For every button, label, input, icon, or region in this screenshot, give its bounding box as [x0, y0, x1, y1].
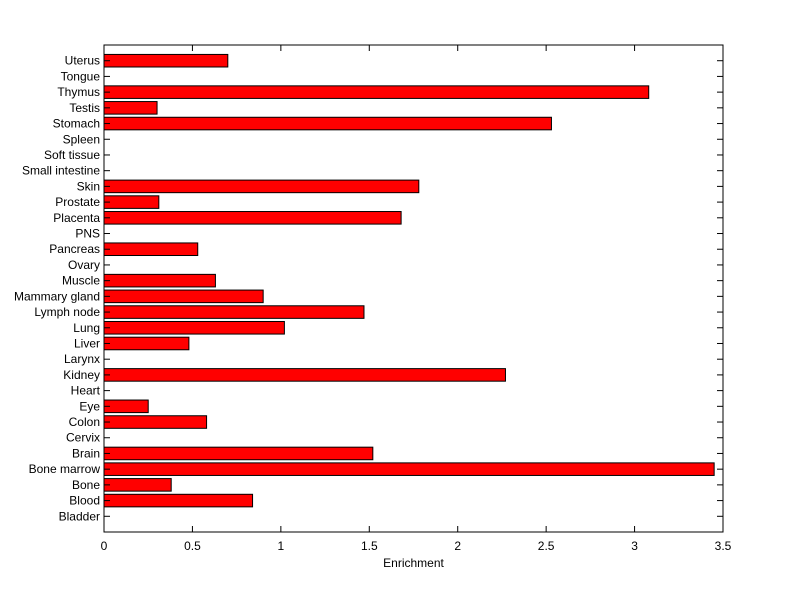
x-tick-label: 0	[101, 539, 108, 553]
bar-blood	[103, 493, 254, 508]
x-tick-label: 3	[631, 539, 638, 553]
x-tick-label: 2.5	[538, 539, 555, 553]
x-tick-label: 0.5	[184, 539, 201, 553]
bar-thymus	[103, 85, 650, 99]
y-tick-label: Larynx	[64, 352, 100, 366]
bar-uterus	[103, 53, 229, 68]
bar-lung	[103, 320, 285, 335]
y-tick-label: Bone	[72, 478, 100, 492]
x-axis-title: Enrichment	[383, 556, 444, 570]
y-tick-label: PNS	[75, 227, 100, 241]
y-tick-label: Lymph node	[34, 305, 100, 319]
bar-lymph-node	[103, 305, 365, 319]
bar-mammary-gland	[103, 289, 264, 304]
y-tick-label: Ovary	[68, 258, 100, 272]
bar-pancreas	[103, 242, 199, 257]
y-tick-label: Tongue	[61, 69, 101, 83]
y-tick-label: Stomach	[53, 117, 100, 131]
y-tick-label: Liver	[74, 336, 100, 350]
y-tick-label: Mammary gland	[14, 289, 100, 303]
y-tick-label: Muscle	[62, 274, 100, 288]
bar-placenta	[103, 211, 402, 225]
bar-stomach	[103, 116, 552, 131]
bar-liver	[103, 336, 190, 351]
x-tick-label: 2	[454, 539, 461, 553]
bar-muscle	[103, 273, 216, 288]
y-tick-label: Lung	[73, 321, 100, 335]
y-tick-label: Uterus	[65, 54, 100, 68]
bar-colon	[103, 415, 208, 429]
y-tick-label: Spleen	[63, 132, 100, 146]
x-tick-label: 1.5	[361, 539, 378, 553]
y-tick-label: Pancreas	[49, 242, 100, 256]
y-tick-label: Testis	[69, 101, 100, 115]
x-tick-label: 1	[278, 539, 285, 553]
y-tick-label: Skin	[77, 179, 100, 193]
bar-eye	[103, 399, 149, 414]
bar-skin	[103, 179, 420, 194]
y-tick-label: Thymus	[57, 85, 100, 99]
x-tick-label: 3.5	[715, 539, 732, 553]
bar-prostate	[103, 195, 160, 209]
bar-kidney	[103, 368, 506, 382]
bar-bone-marrow	[103, 462, 715, 476]
y-tick-label: Placenta	[53, 211, 100, 225]
y-tick-label: Small intestine	[22, 164, 100, 178]
y-tick-label: Colon	[69, 415, 100, 429]
bar-bone	[103, 478, 172, 492]
y-tick-label: Bladder	[59, 509, 100, 523]
y-tick-label: Eye	[79, 399, 100, 413]
bar-testis	[103, 101, 158, 115]
plot-frame	[103, 44, 724, 533]
y-tick-label: Prostate	[55, 195, 100, 209]
y-tick-label: Cervix	[66, 431, 100, 445]
y-tick-label: Soft tissue	[44, 148, 100, 162]
y-tick-label: Bone marrow	[29, 462, 101, 476]
y-tick-label: Heart	[71, 384, 101, 398]
y-tick-label: Blood	[69, 494, 100, 508]
y-tick-label: Brain	[72, 446, 100, 460]
bar-brain	[103, 446, 374, 461]
y-tick-label: Kidney	[63, 368, 100, 382]
